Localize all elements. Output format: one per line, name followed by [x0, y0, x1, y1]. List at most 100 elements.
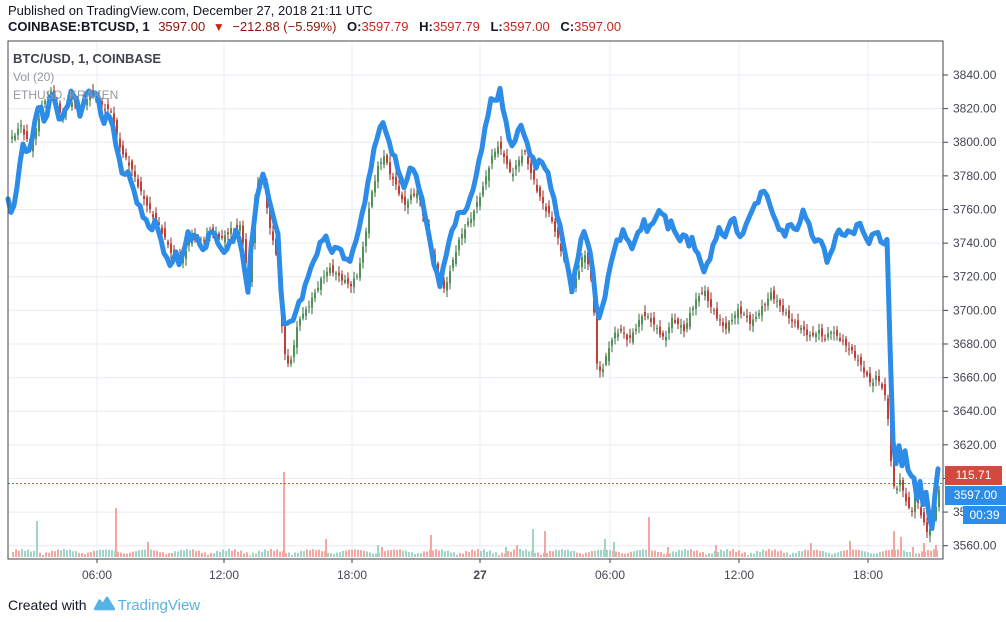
- candle-body: [707, 290, 709, 302]
- volume-bar: [705, 554, 707, 557]
- candle-body: [230, 228, 232, 234]
- volume-spike-bar: [532, 529, 534, 557]
- bar-countdown-badge: 00:39: [963, 506, 1006, 524]
- candle-body: [806, 329, 808, 336]
- volume-bar: [255, 553, 257, 557]
- candle-body: [629, 335, 631, 338]
- volume-bar: [765, 550, 767, 557]
- tradingview-logo-icon[interactable]: [93, 596, 115, 614]
- eth-overlay-line: [5, 85, 941, 531]
- legend-overlay-series[interactable]: ETHUSD, KRAKEN: [13, 88, 119, 102]
- volume-bar: [462, 553, 464, 557]
- candle-body: [752, 319, 754, 327]
- volume-bar: [402, 550, 404, 557]
- volume-bar: [12, 551, 14, 557]
- candle-body: [848, 348, 850, 350]
- candle-body: [245, 239, 247, 263]
- volume-bar: [759, 551, 761, 557]
- candle-body: [416, 193, 418, 199]
- candle-body: [662, 332, 664, 337]
- candle-body: [290, 359, 292, 365]
- volume-bar: [153, 550, 155, 557]
- candle-body: [587, 252, 589, 265]
- volume-bar: [903, 550, 905, 557]
- candle-body: [167, 241, 169, 245]
- legend-volume-study[interactable]: Vol (20): [13, 70, 55, 84]
- volume-bar: [285, 553, 287, 557]
- volume-bar: [639, 550, 641, 557]
- volume-bar: [774, 549, 776, 557]
- created-with-text: Created with: [8, 597, 87, 613]
- candle-body: [929, 528, 931, 536]
- time-axis-label[interactable]: 12:00: [724, 568, 754, 582]
- candle-body: [23, 128, 25, 135]
- volume-bar: [885, 550, 887, 557]
- time-axis-label[interactable]: 06:00: [82, 568, 112, 582]
- symbol-name[interactable]: COINBASE:BTCUSD, 1: [8, 19, 150, 34]
- volume-bar: [309, 550, 311, 557]
- candle-body: [758, 313, 760, 316]
- volume-spike-bar: [516, 545, 518, 557]
- candle-body: [116, 120, 118, 134]
- volume-bar: [498, 555, 500, 557]
- candle-body: [356, 276, 358, 278]
- candle-body: [701, 292, 703, 294]
- volume-bar: [693, 551, 695, 557]
- candle-body: [818, 330, 820, 334]
- volume-bar: [846, 549, 848, 557]
- candle-body: [893, 458, 895, 487]
- candle-body: [365, 231, 367, 246]
- volume-bar: [90, 552, 92, 557]
- open-value: 3597.79: [361, 19, 409, 34]
- candle-body: [755, 316, 757, 319]
- time-axis-label[interactable]: 18:00: [337, 568, 367, 582]
- volume-bar: [345, 550, 347, 557]
- volume-bar: [792, 552, 794, 557]
- candle-body: [887, 398, 889, 420]
- candle-body: [836, 329, 838, 336]
- volume-bar: [315, 550, 317, 557]
- legend-main-series[interactable]: BTC/USD, 1, COINBASE: [13, 51, 162, 66]
- tradingview-brand-link[interactable]: TradingView: [117, 596, 201, 614]
- volume-bar: [438, 550, 440, 557]
- candle-body: [104, 109, 106, 111]
- high-value: 3597.79: [432, 19, 480, 34]
- volume-bar: [618, 552, 620, 557]
- volume-bar: [615, 551, 617, 557]
- time-axis-label[interactable]: 27: [473, 568, 487, 582]
- candle-body: [20, 124, 22, 127]
- volume-bar: [801, 551, 803, 557]
- volume-bar: [360, 550, 362, 557]
- volume-bar: [525, 549, 527, 557]
- volume-bar: [645, 549, 647, 557]
- volume-spike-bar: [325, 539, 327, 557]
- candle-body: [692, 308, 694, 311]
- volume-bar: [27, 549, 29, 557]
- volume-bar: [231, 550, 233, 557]
- candle-body: [761, 306, 763, 316]
- candle-body: [101, 101, 103, 105]
- candle-body: [404, 196, 406, 205]
- volume-bar: [738, 550, 740, 557]
- volume-bar: [396, 549, 398, 557]
- volume-bar: [129, 552, 131, 557]
- time-axis-label[interactable]: 18:00: [853, 568, 883, 582]
- chart-pane[interactable]: [8, 41, 943, 559]
- volume-bar: [261, 551, 263, 557]
- volume-spike-bar: [147, 542, 149, 557]
- volume-bar: [684, 549, 686, 557]
- volume-bar: [246, 552, 248, 557]
- volume-spike-bar: [115, 508, 117, 557]
- candle-body: [716, 308, 718, 319]
- volume-bar: [351, 549, 353, 557]
- volume-bar: [876, 553, 878, 557]
- volume-bar: [723, 551, 725, 557]
- volume-bar: [210, 552, 212, 557]
- volume-spike-bar: [923, 543, 925, 557]
- time-axis-label[interactable]: 06:00: [595, 568, 625, 582]
- candle-body: [476, 202, 478, 207]
- candle-body: [542, 197, 544, 204]
- time-axis-label[interactable]: 12:00: [209, 568, 239, 582]
- volume-bar: [180, 549, 182, 557]
